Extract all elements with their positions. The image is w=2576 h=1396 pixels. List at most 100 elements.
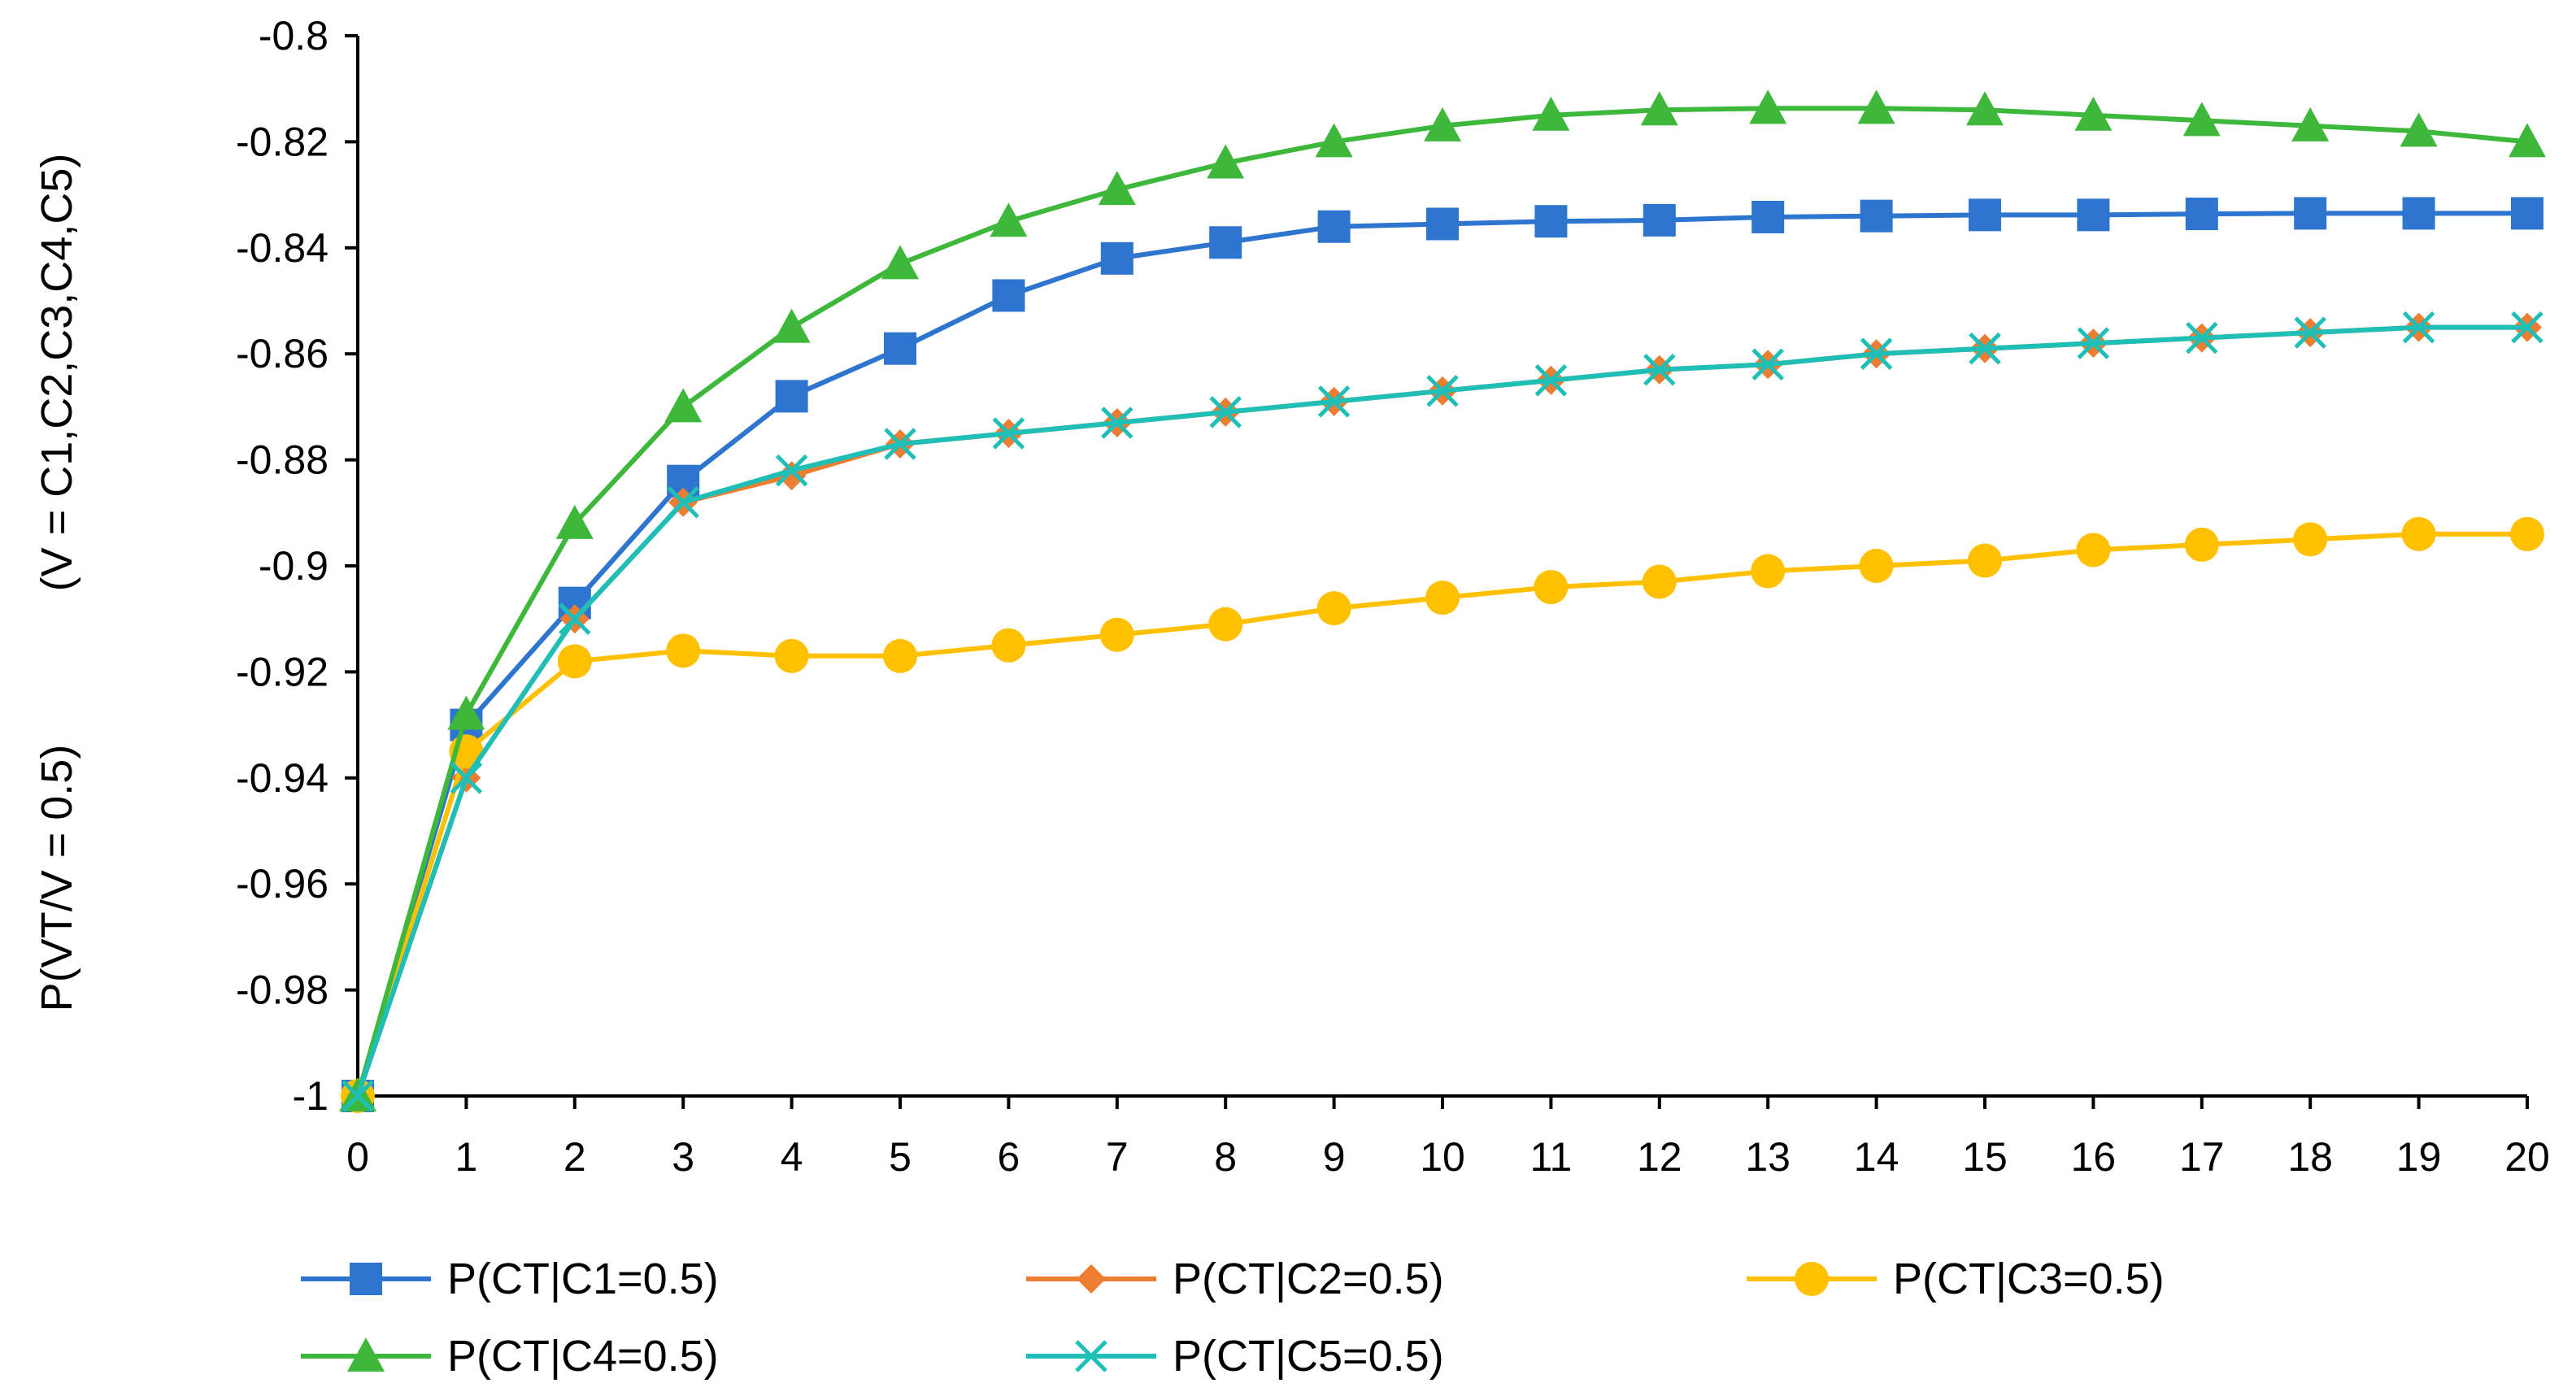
legend-marker [1075,1340,1107,1372]
data-point [884,428,916,460]
data-point [1643,203,1676,237]
data-point [1534,205,1568,238]
x-tick-label: 16 [2071,1134,2117,1180]
x-tick-label: 8 [1214,1134,1237,1180]
y-axis-title-line-2: (V = C1,C2,C3,C4,C5) [33,154,81,592]
y-tick-label: -0.98 [236,968,329,1013]
x-tick-label: 2 [564,1134,586,1180]
legend-label: P(CT|C2=0.5) [1173,1255,1444,1303]
x-tick-label: 15 [1962,1134,2008,1180]
data-point [1534,570,1569,605]
legend-label: P(CT|C5=0.5) [1173,1332,1444,1381]
data-point [775,380,808,413]
x-tick-label: 11 [1530,1134,1572,1180]
x-tick-label: 10 [1420,1134,1465,1180]
data-point [1857,89,1895,124]
x-tick-label: 7 [1106,1134,1129,1180]
legend-item: P(CT|C4=0.5) [301,1332,719,1381]
data-point [1209,226,1242,259]
y-tick-label: -0.96 [236,861,329,907]
data-point [1424,107,1461,141]
legend: P(CT|C1=0.5) P(CT|C2=0.5) P(CT|C3=0.5) P(CT… [301,1255,2165,1381]
x-tick-label: 20 [2504,1134,2550,1180]
data-point [1098,171,1136,206]
data-point [2291,107,2330,141]
data-point [990,202,1028,237]
legend-label: P(CT|C4=0.5) [447,1332,719,1381]
data-point [2510,516,2544,551]
data-point [1426,207,1459,241]
data-point [2076,533,2111,568]
x-tick-label: 1 [455,1134,477,1180]
series-line [355,324,2527,1097]
series-3 [341,516,2544,1113]
data-point [774,638,809,673]
data-point [772,308,811,343]
series-2 [343,312,2542,1111]
data-point [2293,522,2328,557]
data-point [1860,199,1893,233]
series-5 [342,311,2543,1112]
data-point [447,695,485,730]
data-point [883,638,917,673]
data-point [881,245,919,280]
legend-marker [350,1263,382,1295]
series-line [355,531,2527,1097]
data-point [1968,543,2002,578]
data-point [1208,607,1243,641]
y-tick-label: -0.9 [259,543,329,589]
legend-label: P(CT|C3=0.5) [1893,1255,2165,1303]
legend-item: P(CT|C1=0.5) [301,1255,719,1303]
y-tick-label: -1 [293,1073,329,1119]
data-point [555,504,594,539]
legend-item: P(CT|C2=0.5) [1026,1255,1444,1303]
x-tick-label: 9 [1323,1134,1346,1180]
data-point [2184,527,2219,562]
legend-label: P(CT|C1=0.5) [447,1255,719,1303]
data-point [1100,241,1134,275]
data-point [1426,375,1459,407]
data-point [991,628,1026,663]
y-tick-label: -0.86 [236,331,329,376]
data-point [2077,198,2110,232]
y-tick-label: -0.82 [236,119,329,164]
data-point [1751,554,1786,589]
data-point [1640,91,1678,126]
data-point [559,602,591,635]
data-point [666,633,701,668]
data-point [1751,200,1785,233]
data-point [557,644,592,679]
data-point [1534,364,1568,397]
data-point [2509,123,2546,158]
data-point [1751,348,1784,381]
y-tick-label: -0.88 [236,437,329,483]
x-tick-label: 12 [1637,1134,1682,1180]
data-point [1099,617,1134,652]
x-tick-label: 18 [2287,1134,2333,1180]
x-tick-label: 5 [889,1134,912,1180]
x-tick-label: 17 [2179,1134,2225,1180]
data-point [2400,112,2438,147]
x-tick-label: 19 [2396,1134,2442,1180]
legend-marker [1077,1264,1106,1294]
data-point [1101,407,1134,439]
x-tick-label: 6 [997,1134,1020,1180]
data-point [1317,210,1351,243]
x-tick-label: 3 [672,1134,694,1180]
data-point [664,388,703,423]
axes: -0.8 -0.82 -0.84 -0.86 -0.88 -0.9 -0.92 -0.94 -0… [236,13,2550,1180]
data-point [1749,89,1787,124]
data-point [775,454,808,487]
data-point [2294,316,2326,349]
data-point [2182,102,2221,137]
data-point [1969,198,2001,232]
data-point [1207,144,1245,179]
data-point [992,279,1025,312]
y-tick-label: -0.92 [236,649,329,694]
data-point [2294,197,2327,230]
y-axis-title: P(VT/V = 0.5) (V = C1,C2,C3,C4,C5) [33,154,81,1012]
data-point [1209,396,1242,428]
legend-item: P(CT|C3=0.5) [1747,1255,2165,1303]
data-point [1316,591,1351,626]
